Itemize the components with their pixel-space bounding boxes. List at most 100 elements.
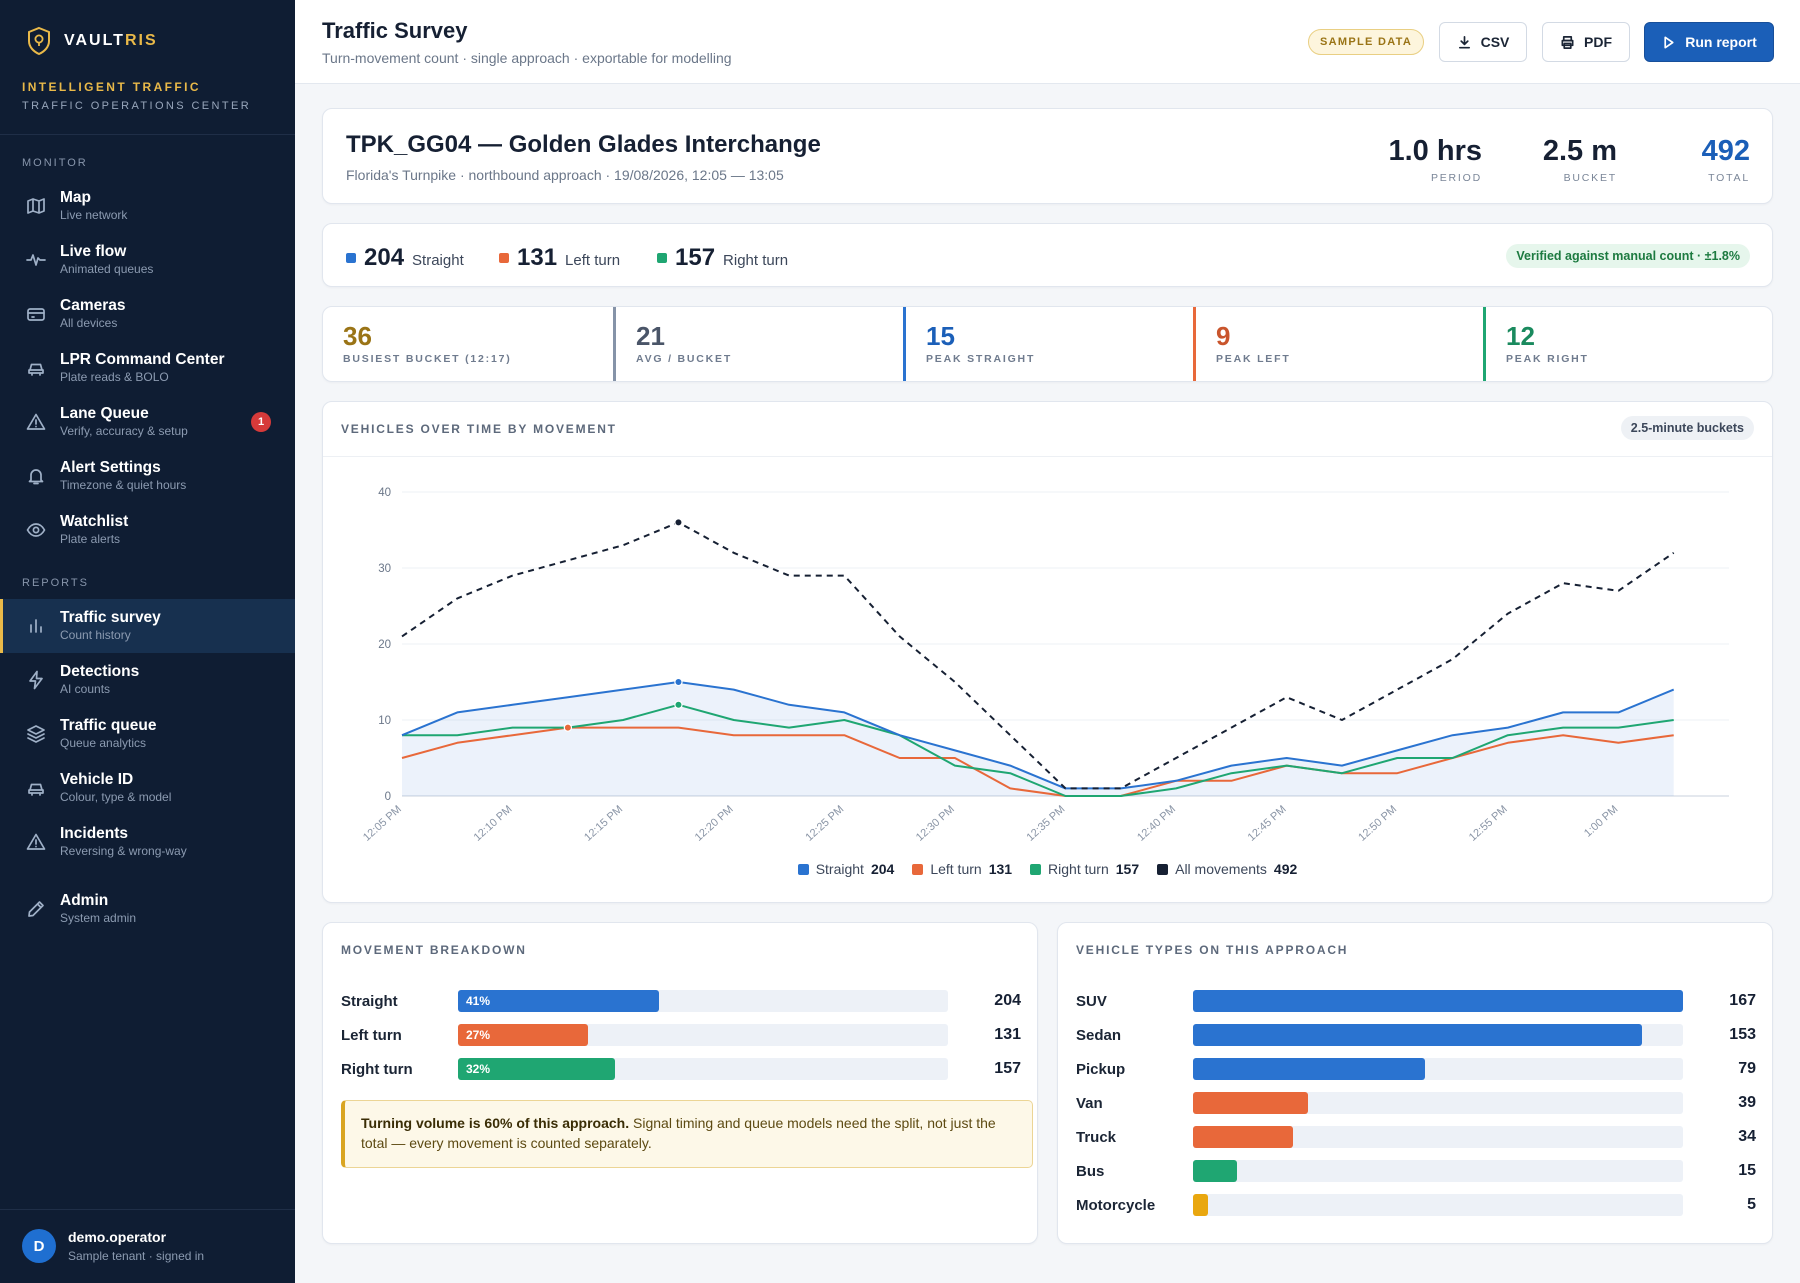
- sidebar-item-map[interactable]: Map Live network: [0, 179, 295, 233]
- sidebar-item-sublabel: Verify, accuracy & setup: [60, 424, 188, 438]
- legend-item-straight[interactable]: Straight 204: [797, 861, 894, 877]
- vehicle-bar-fill: [1193, 1058, 1425, 1080]
- x-tick-label: 12:25 PM: [803, 803, 846, 843]
- vehicle-types-title: VEHICLE TYPES ON THIS APPROACH: [1076, 943, 1349, 957]
- x-tick-label: 12:45 PM: [1246, 803, 1289, 843]
- legend-label: Straight: [815, 861, 864, 877]
- car-icon: [26, 358, 46, 378]
- x-tick-label: 12:50 PM: [1356, 803, 1399, 843]
- peak-marker-all-movements: [674, 518, 683, 527]
- map-icon: [26, 196, 46, 216]
- sidebar-item-label: Traffic queue: [60, 717, 157, 734]
- legend-total: 157: [1115, 861, 1140, 877]
- sidebar-item-live-flow[interactable]: Live flow Animated queues: [0, 233, 295, 287]
- csv-export-button[interactable]: CSV: [1439, 22, 1527, 62]
- vehicle-bar-fill: [1193, 990, 1683, 1012]
- play-icon: [1664, 36, 1674, 48]
- vehicle-bar-fill: [1193, 1024, 1642, 1046]
- kpi-avg-bucket: 21 AVG / BUCKET: [636, 321, 733, 365]
- stat-total: 492 TOTAL: [1701, 135, 1750, 184]
- breakdown-bar-fill: 32%: [458, 1058, 615, 1080]
- vehicle-count: 15: [1738, 1162, 1756, 1179]
- sidebar-item-admin[interactable]: Admin System admin: [0, 882, 295, 936]
- sidebar-item-label: Detections: [60, 663, 140, 680]
- vehicle-count: 5: [1747, 1196, 1756, 1213]
- legend-item-right-turn[interactable]: Right turn 157: [1030, 861, 1139, 877]
- pdf-export-button[interactable]: PDF: [1542, 22, 1630, 62]
- vehicle-bar-fill: [1193, 1194, 1208, 1216]
- avatar[interactable]: D: [22, 1229, 56, 1263]
- vehicle-bar-fill: [1193, 1092, 1308, 1114]
- sidebar-item-label: Incidents: [60, 825, 129, 842]
- sidebar-item-sublabel: Live network: [60, 208, 128, 222]
- site-subtitle: Florida's Turnpike · northbound approach…: [346, 167, 784, 183]
- run-report-button[interactable]: Run report: [1644, 22, 1774, 62]
- sidebar-item-traffic-survey[interactable]: Traffic survey Count history: [0, 599, 295, 653]
- sidebar-item-detections[interactable]: Detections AI counts: [0, 653, 295, 707]
- sidebar-item-sublabel: Plate alerts: [60, 532, 121, 546]
- sidebar-item-lane-queue[interactable]: Lane Queue Verify, accuracy & setup 1: [0, 395, 295, 449]
- vehicle-row-pickup: Pickup 79: [1076, 1058, 1756, 1080]
- brand-logo[interactable]: VAULTRIS: [26, 26, 158, 56]
- sidebar-item-traffic-queue[interactable]: Traffic queue Queue analytics: [0, 707, 295, 761]
- kpi-peak-right: 12 PEAK RIGHT: [1506, 321, 1589, 365]
- section-label-reports: REPORTS: [22, 577, 89, 589]
- sidebar-item-sublabel: Reversing & wrong-way: [60, 844, 187, 858]
- vehicle-count: 79: [1738, 1060, 1756, 1077]
- vehicle-types-card: VEHICLE TYPES ON THIS APPROACH SUV 167 Sed…: [1057, 922, 1773, 1244]
- brand-subtitle: TRAFFIC OPERATIONS CENTER: [22, 100, 252, 112]
- vehicle-type-label: SUV: [1076, 992, 1107, 1010]
- kpi-divider: [903, 307, 906, 381]
- sidebar-item-label: Vehicle ID: [60, 771, 134, 788]
- vehicle-type-label: Truck: [1076, 1128, 1117, 1146]
- kpi-busiest-bucket: 36 BUSIEST BUCKET (12:17): [343, 321, 512, 365]
- peak-marker-left-turn: [563, 723, 573, 732]
- breakdown-count: 204: [994, 992, 1021, 1009]
- sample-data-badge: SAMPLE DATA: [1308, 29, 1425, 55]
- sidebar-item-sublabel: Animated queues: [60, 262, 154, 276]
- sidebar-item-vehicle-id[interactable]: Vehicle ID Colour, type & model: [0, 761, 295, 815]
- peak-marker-right-turn: [674, 700, 683, 709]
- sidebar-item-sublabel: System admin: [60, 911, 137, 925]
- vehicle-count: 153: [1729, 1026, 1756, 1043]
- printer-icon: [1561, 35, 1574, 49]
- vehicle-row-suv: SUV 167: [1076, 990, 1756, 1012]
- sidebar-item-watchlist[interactable]: Watchlist Plate alerts: [0, 503, 295, 557]
- sidebar-item-label: Live flow: [60, 243, 127, 260]
- pen-icon: [26, 899, 46, 919]
- series-line-right-turn: [402, 703, 1674, 797]
- legend-item-all-movements[interactable]: All movements 492: [1157, 861, 1297, 877]
- sidebar-item-incidents[interactable]: Incidents Reversing & wrong-way: [0, 815, 295, 869]
- kpi-peak-straight: 15 PEAK STRAIGHT: [926, 321, 1036, 365]
- vehicle-type-label: Pickup: [1076, 1060, 1126, 1078]
- kpi-peak-left: 9 PEAK LEFT: [1216, 321, 1291, 365]
- breakdown-row-straight: Straight 41% 204: [341, 990, 1021, 1012]
- site-summary-card: TPK_GG04 — Golden Glades Interchange Flo…: [322, 108, 1773, 204]
- bucket-size-badge: 2.5-minute buckets: [1620, 416, 1754, 440]
- warning-icon: [26, 412, 46, 432]
- breakdown-row-right-turn: Right turn 32% 157: [341, 1058, 1021, 1080]
- legend-swatch: [1157, 863, 1169, 875]
- chart-legend: Straight 204 Left turn 131 Right turn 157 All …: [323, 861, 1772, 877]
- legend-total: 492: [1273, 861, 1298, 877]
- y-tick-label: 0: [385, 791, 391, 803]
- movement-right-turn: 157 Right turn: [657, 244, 788, 272]
- movement-straight: 204 Straight: [346, 244, 464, 272]
- vehicle-bar-fill: [1193, 1126, 1293, 1148]
- sidebar-item-cameras[interactable]: Cameras All devices: [0, 287, 295, 341]
- sidebar-item-alert-settings[interactable]: Alert Settings Timezone & quiet hours: [0, 449, 295, 503]
- legend-item-left-turn[interactable]: Left turn 131: [912, 861, 1012, 877]
- kpi-divider: [613, 307, 616, 381]
- vehicles-over-time-card: VEHICLES OVER TIME BY MOVEMENT 2.5-minut…: [322, 401, 1773, 903]
- vehicle-count: 34: [1738, 1128, 1756, 1145]
- download-icon: [1458, 35, 1470, 48]
- divider: [0, 134, 295, 135]
- user-status: Sample tenant · signed in: [68, 1249, 205, 1263]
- sidebar-item-lpr-command-center[interactable]: LPR Command Center Plate reads & BOLO: [0, 341, 295, 395]
- kpi-divider: [1193, 307, 1196, 381]
- bell-icon: [26, 466, 46, 486]
- vehicle-count: 167: [1729, 992, 1756, 1009]
- stat-bucket: 2.5 m BUCKET: [1542, 135, 1617, 184]
- warning-icon: [26, 832, 46, 852]
- vehicle-bar-track: [1193, 990, 1683, 1012]
